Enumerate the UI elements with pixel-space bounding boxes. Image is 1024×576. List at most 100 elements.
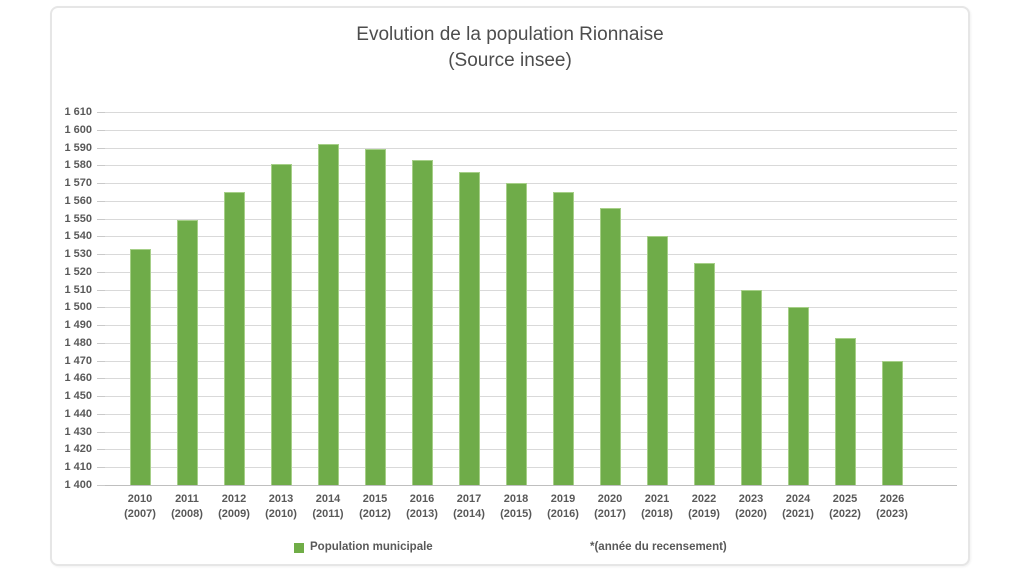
y-axis-label: 1 600 bbox=[64, 123, 92, 136]
y-axis-label: 1 490 bbox=[64, 319, 92, 332]
x-axis-label-census: (2011) bbox=[312, 508, 344, 520]
gridline bbox=[105, 183, 957, 185]
bar bbox=[787, 307, 809, 485]
bar bbox=[505, 183, 527, 485]
y-axis-label: 1 420 bbox=[64, 443, 92, 456]
x-axis-label-year: 2013 bbox=[268, 493, 294, 505]
y-axis-label: 1 480 bbox=[64, 336, 92, 349]
x-axis-label-census: (2015) bbox=[500, 508, 532, 520]
x-axis-label-census: (2023) bbox=[876, 508, 908, 520]
plot-area: 1 400 1 410 1 420 1 430 1 440 1 450 1 460 1 470… bbox=[64, 106, 957, 520]
bar bbox=[881, 360, 903, 485]
x-axis-label-year: 2024 bbox=[785, 493, 811, 505]
x-axis-label-year: 2019 bbox=[550, 493, 576, 505]
x-axis-label-year: 2011 bbox=[175, 493, 199, 505]
x-axis-label: 2021 (2018) bbox=[626, 492, 688, 522]
x-axis-label-census: (2012) bbox=[359, 508, 391, 520]
y-axis-tick bbox=[97, 325, 105, 327]
bar bbox=[646, 236, 668, 485]
x-axis-label-census: (2010) bbox=[265, 508, 297, 520]
x-axis-label-year: 2021 bbox=[644, 493, 670, 505]
bar bbox=[834, 337, 856, 485]
y-axis-tick bbox=[97, 360, 105, 362]
gridline bbox=[105, 236, 957, 238]
y-axis-label: 1 520 bbox=[64, 265, 92, 278]
y-axis-tick bbox=[97, 485, 105, 486]
bar bbox=[552, 191, 574, 485]
legend: Population municipale *(année du recense… bbox=[52, 541, 968, 557]
x-axis-label-year: 2010 bbox=[127, 493, 153, 505]
x-axis-label: 2019 (2016) bbox=[532, 492, 594, 522]
x-axis-label: 2023 (2020) bbox=[720, 492, 782, 522]
y-axis-label: 1 410 bbox=[64, 461, 92, 474]
y-axis-label: 1 440 bbox=[64, 407, 92, 420]
y-axis-label: 1 570 bbox=[64, 177, 92, 190]
x-axis-label-census: (2007) bbox=[124, 508, 156, 520]
y-axis-tick bbox=[97, 112, 105, 113]
bar bbox=[317, 143, 339, 485]
bar bbox=[270, 163, 292, 485]
y-axis-label: 1 400 bbox=[64, 479, 92, 491]
x-axis-label-year: 2023 bbox=[738, 493, 764, 505]
x-axis-label: 2020 (2017) bbox=[579, 492, 641, 522]
gridline bbox=[105, 342, 957, 344]
x-axis-label-census: (2016) bbox=[547, 508, 579, 520]
gridline bbox=[105, 360, 957, 362]
gridline bbox=[105, 254, 957, 256]
gridline bbox=[105, 307, 957, 309]
y-axis-tick bbox=[97, 449, 105, 451]
y-axis-tick bbox=[97, 129, 105, 131]
gridline bbox=[105, 325, 957, 327]
y-axis-tick bbox=[97, 431, 105, 433]
bar bbox=[458, 172, 480, 485]
x-axis-label-year: 2026 bbox=[879, 493, 905, 505]
y-axis-tick bbox=[97, 396, 105, 398]
gridline bbox=[105, 449, 957, 451]
y-axis-tick bbox=[97, 467, 105, 469]
y-axis-label: 1 530 bbox=[64, 248, 92, 261]
x-axis-label-year: 2014 bbox=[315, 493, 341, 505]
x-axis-label-census: (2020) bbox=[735, 508, 767, 520]
y-axis-label: 1 500 bbox=[64, 301, 92, 314]
bar bbox=[129, 248, 151, 485]
y-axis-label: 1 450 bbox=[64, 390, 92, 403]
x-axis-label: 2010 (2007) bbox=[109, 492, 171, 522]
x-axis-label-year: 2018 bbox=[503, 493, 529, 505]
x-axis-label: 2026 (2023) bbox=[861, 492, 923, 522]
gridline bbox=[105, 467, 957, 469]
y-axis-tick bbox=[97, 183, 105, 185]
x-axis-label-census: (2014) bbox=[453, 508, 485, 520]
x-axis-label: 2012 (2009) bbox=[203, 492, 265, 522]
bar bbox=[693, 262, 715, 485]
bar bbox=[364, 149, 386, 485]
x-axis-label: 2025 (2022) bbox=[814, 492, 876, 522]
x-axis-label: 2016 (2013) bbox=[391, 492, 453, 522]
y-axis-label: 1 590 bbox=[64, 141, 92, 154]
x-axis-label: 2011 (2008) bbox=[156, 492, 218, 522]
x-axis-label-census: (2018) bbox=[641, 508, 673, 520]
y-axis-label: 1 540 bbox=[64, 230, 92, 243]
y-axis-tick bbox=[97, 254, 105, 256]
bar bbox=[599, 207, 621, 485]
x-axis-label-year: 2020 bbox=[597, 493, 623, 505]
y-axis-label: 1 510 bbox=[64, 283, 92, 296]
x-axis-label-year: 2022 bbox=[691, 493, 717, 505]
chart-title-line1: Evolution de la population Rionnaise bbox=[356, 24, 664, 45]
y-axis-label: 1 580 bbox=[64, 159, 92, 172]
x-axis-label-census: (2022) bbox=[829, 508, 861, 520]
y-axis-tick bbox=[97, 147, 105, 149]
chart-title: Evolution de la population Rionnaise (So… bbox=[52, 22, 968, 74]
y-axis-tick bbox=[97, 218, 105, 220]
x-axis-label-census: (2021) bbox=[782, 508, 814, 520]
x-axis-label: 2024 (2021) bbox=[767, 492, 829, 522]
x-axis-label: 2017 (2014) bbox=[438, 492, 500, 522]
x-axis-label-census: (2013) bbox=[406, 508, 438, 520]
x-axis-label: 2014 (2011) bbox=[297, 492, 359, 522]
legend-swatch-icon bbox=[294, 543, 304, 553]
x-axis-label: 2013 (2010) bbox=[250, 492, 312, 522]
y-axis-label: 1 550 bbox=[64, 212, 92, 225]
chart-title-line2: (Source insee) bbox=[448, 50, 572, 71]
y-axis-tick bbox=[97, 236, 105, 238]
y-axis-tick bbox=[97, 307, 105, 309]
bar bbox=[176, 220, 198, 485]
